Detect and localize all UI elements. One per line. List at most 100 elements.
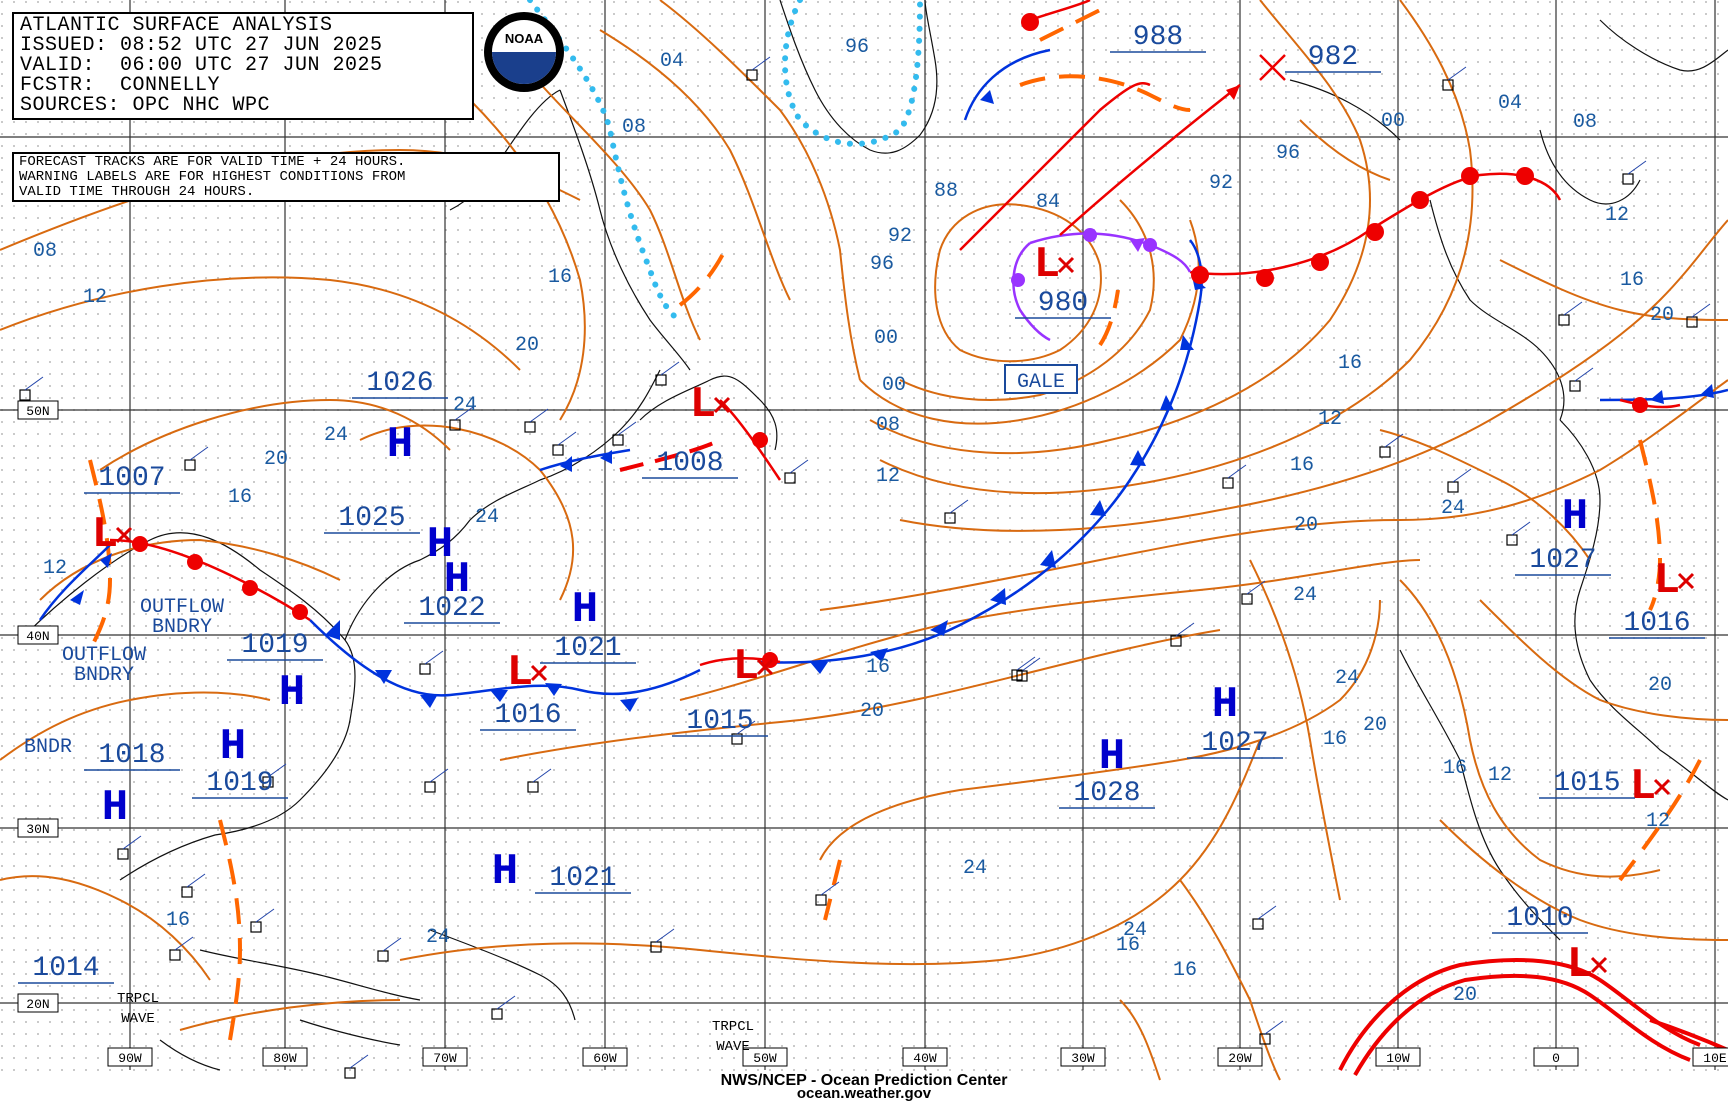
isobar-label: 08 <box>33 240 57 263</box>
wind-barb <box>751 56 771 71</box>
lon-label: 90W <box>118 1051 142 1066</box>
note-line-3: VALID TIME THROUGH 24 HOURS. <box>19 184 255 200</box>
coastlines <box>19 0 1728 1071</box>
wind-barb <box>1384 433 1404 448</box>
lon-labels: 90W 80W 70W 60W 50W 40W 30W 20W 10W 0 10E <box>107 1047 1728 1067</box>
header-issued: ISSUED: 08:52 UTC 27 JUN 2025 <box>20 34 383 57</box>
isobar-label: 16 <box>1116 934 1140 957</box>
wind-barb <box>429 768 449 783</box>
lon-label-box <box>1217 1047 1263 1067</box>
outflow-bndry-label-2: OUTFLOW BNDRY <box>62 644 146 687</box>
pressure-value: 1018 <box>98 740 165 771</box>
lon-label: 30W <box>1071 1051 1095 1066</box>
pressure-centers: L1007L1008L980988982L1016L1015L1016L1015… <box>18 22 1705 990</box>
lat-labels: 50N 40N 30N 20N <box>17 400 59 1013</box>
pressure-value: 1010 <box>1506 903 1573 934</box>
high-pressure-symbol: H <box>1099 732 1125 782</box>
isobar-label: 12 <box>1605 204 1629 227</box>
isobar-label: 16 <box>1323 728 1347 751</box>
isobar-label: 92 <box>1209 172 1233 195</box>
isobar-label: 16 <box>1620 269 1644 292</box>
wind-barb <box>529 408 549 423</box>
wind-barb <box>557 431 577 446</box>
wind-barb <box>532 768 552 783</box>
wind-barb <box>496 995 516 1010</box>
lon-label: 10E <box>1703 1051 1727 1066</box>
outflow-bndry-label-1: OUTFLOW BNDRY <box>140 596 224 639</box>
wind-barb <box>617 421 637 436</box>
wind-barb <box>1691 303 1711 318</box>
pressure-value: 1027 <box>1201 728 1268 759</box>
forecast-track <box>1059 54 1286 236</box>
isobar-label: 24 <box>1293 584 1317 607</box>
lon-label: 40W <box>913 1051 937 1066</box>
low-pressure-symbol: L <box>1630 762 1656 812</box>
lon-label: 60W <box>593 1051 617 1066</box>
isobar-label: 20 <box>1648 674 1672 697</box>
pressure-value: 1027 <box>1529 545 1596 576</box>
pressure-value: 1025 <box>338 503 405 534</box>
station-marker <box>250 921 262 933</box>
header-title: ATLANTIC SURFACE ANALYSIS <box>20 14 333 37</box>
credit-agency: NWS/NCEP - Ocean Prediction Center <box>720 1072 1008 1089</box>
lon-label-box <box>742 1047 788 1067</box>
pressure-value: 980 <box>1038 288 1088 319</box>
lat-label-box <box>17 400 59 420</box>
pressure-value: 1022 <box>418 593 485 624</box>
wind-barb <box>349 1054 369 1069</box>
pressure-value: 982 <box>1308 42 1358 73</box>
isobar-label: 12 <box>1318 408 1342 431</box>
lon-label: 80W <box>273 1051 297 1066</box>
lon-label-box <box>1692 1047 1728 1067</box>
high-pressure-symbol: H <box>279 668 305 718</box>
low-pressure-symbol: L <box>733 642 759 692</box>
wind-barb <box>1227 464 1247 479</box>
wind-barb <box>1021 657 1041 672</box>
low-center-marker <box>1590 956 1608 974</box>
wind-barb <box>1264 1020 1284 1035</box>
wind-barb <box>1627 160 1647 175</box>
credit-url: ocean.weather.gov <box>796 1085 932 1102</box>
isobar-label: 96 <box>845 36 869 59</box>
wind-barb <box>186 873 206 888</box>
cold-fronts <box>38 48 1728 697</box>
isobar-label: 16 <box>1290 454 1314 477</box>
pressure-value: 1026 <box>366 368 433 399</box>
wind-barb <box>174 936 194 951</box>
isobar-label: 24 <box>426 926 450 949</box>
isobar-label: 20 <box>1294 514 1318 537</box>
isobar-label: 08 <box>876 414 900 437</box>
isobar-label: 00 <box>1381 110 1405 133</box>
storm-track-double <box>1338 958 1728 1076</box>
low-pressure-symbol: L <box>1034 240 1060 290</box>
isobar-label: 12 <box>1646 810 1670 833</box>
cold-front-barbs <box>70 90 1714 712</box>
ice-edge <box>527 0 923 323</box>
isobar-label: 16 <box>228 486 252 509</box>
lat-label: 40N <box>26 629 49 644</box>
pressure-value: 1019 <box>206 768 273 799</box>
isobar-label: 16 <box>548 266 572 289</box>
lon-label: 10W <box>1386 1051 1410 1066</box>
isobar-label: 24 <box>963 857 987 880</box>
isobar-label: 04 <box>660 50 684 73</box>
lat-label: 50N <box>26 404 49 419</box>
note-line-2: WARNING LABELS ARE FOR HIGHEST CONDITION… <box>19 169 406 185</box>
isobar-label: 16 <box>1443 757 1467 780</box>
pressure-value: 1021 <box>554 633 621 664</box>
isobar-label: 92 <box>888 225 912 248</box>
lon-label: 50W <box>753 1051 777 1066</box>
wind-barb <box>1016 656 1036 671</box>
isobar-label: 24 <box>1123 919 1147 942</box>
high-pressure-symbol: H <box>220 722 246 772</box>
header-sources: SOURCES: OPC NHC WPC <box>20 94 271 117</box>
pressure-value: 1015 <box>1553 768 1620 799</box>
wind-barb <box>1452 468 1472 483</box>
high-pressure-symbol: H <box>444 555 470 605</box>
high-pressure-symbol: H <box>387 420 413 470</box>
high-pressure-symbol: H <box>1562 492 1588 542</box>
isobar-label: 20 <box>1363 714 1387 737</box>
lon-label-box <box>902 1047 948 1067</box>
high-pressure-symbol: H <box>427 520 453 570</box>
isobar-label: 12 <box>83 286 107 309</box>
